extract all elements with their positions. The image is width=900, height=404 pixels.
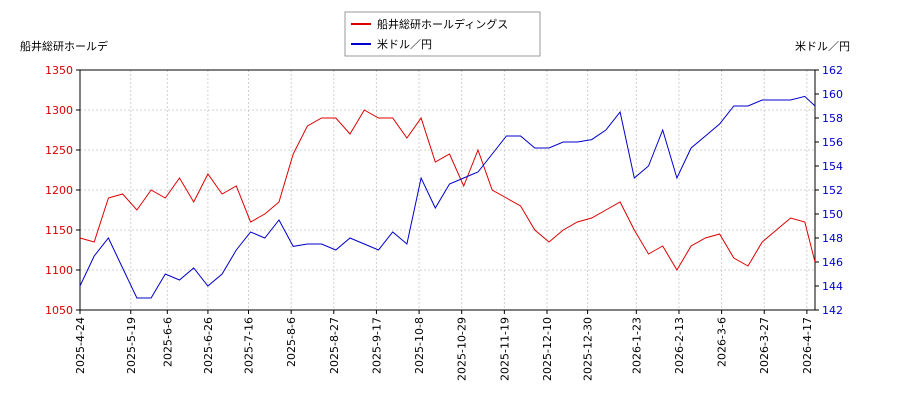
x-tick-label: 2025-12-30 — [582, 317, 595, 381]
x-tick-label: 2025-4-24 — [74, 317, 87, 374]
x-tick-label: 2026-3-27 — [758, 317, 771, 374]
y2-tick-label: 158 — [822, 112, 843, 125]
y-axis-label: 船井総研ホールデ — [20, 39, 108, 53]
x-tick-label: 2025-6-26 — [202, 317, 215, 374]
x-tick-label: 2026-3-6 — [716, 317, 729, 367]
y2-tick-label: 146 — [822, 256, 843, 269]
line — [79, 95, 816, 299]
x-tick-label: 2025-6-6 — [161, 317, 174, 367]
plot-frame — [79, 69, 816, 311]
y-tick-label: 1200 — [45, 184, 73, 197]
y-tick-label: 1150 — [45, 224, 73, 237]
y2-tick-label: 148 — [822, 232, 843, 245]
x-tick-label: 2025-8-6 — [285, 317, 298, 367]
y2-tick-label: 162 — [822, 64, 843, 77]
y-tick-label: 1100 — [45, 264, 73, 277]
y2-tick-label: 160 — [822, 88, 843, 101]
line — [79, 109, 816, 271]
y2-tick-label: 152 — [822, 184, 843, 197]
x-tick-label: 2025-10-29 — [456, 317, 469, 381]
x-tick-label: 2025-11-19 — [498, 317, 511, 381]
y2-tick-label: 156 — [822, 136, 843, 149]
legend-label: 米ドル／円 — [377, 38, 432, 51]
x-tick-label: 2025-9-17 — [370, 317, 383, 374]
x-tick-label: 2025-10-8 — [413, 317, 426, 374]
x-tick-label: 2025-8-27 — [328, 317, 341, 374]
x-tick-label: 2025-12-10 — [541, 317, 554, 381]
legend-label: 船井総研ホールディングス — [377, 17, 508, 31]
x-tick-label: 2026-2-13 — [673, 317, 686, 374]
x-tick-label: 2026-1-23 — [630, 317, 643, 374]
x-tick-label: 2026-4-17 — [801, 317, 814, 374]
legend-box — [344, 11, 541, 57]
x-tick-label: 2025-5-19 — [125, 317, 138, 374]
y-tick-label: 1050 — [45, 304, 73, 317]
x-tick-label: 2025-7-16 — [243, 317, 256, 374]
y2-tick-label: 142 — [822, 304, 843, 317]
y-tick-label: 1350 — [45, 64, 73, 77]
y2-tick-label: 154 — [822, 160, 843, 173]
y2-axis-label: 米ドル／円 — [795, 40, 850, 53]
y2-tick-label: 150 — [822, 208, 843, 221]
y-tick-label: 1300 — [45, 104, 73, 117]
y-tick-label: 1250 — [45, 144, 73, 157]
y2-tick-label: 144 — [822, 280, 843, 293]
